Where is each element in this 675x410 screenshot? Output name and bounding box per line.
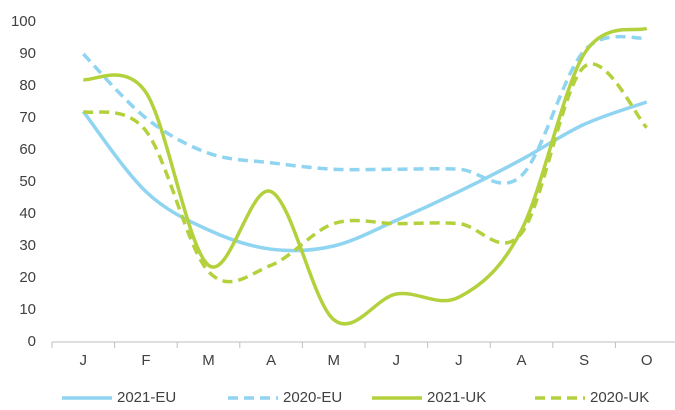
y-tick-label: 70 — [19, 109, 36, 126]
y-tick-label: 0 — [28, 333, 36, 350]
series-line — [82, 34, 648, 185]
y-tick-label: 100 — [11, 13, 36, 30]
x-tick-label: M — [327, 352, 340, 369]
x-tick-label: J — [80, 352, 88, 369]
series-line — [82, 26, 648, 326]
x-tick-label: A — [266, 352, 276, 369]
x-tick-label: O — [641, 352, 653, 369]
x-tick-label: S — [579, 352, 589, 369]
legend-label: 2021-UK — [427, 389, 486, 405]
y-tick-label: 20 — [19, 269, 36, 286]
y-tick-label: 90 — [19, 45, 36, 62]
y-tick-label: 60 — [19, 141, 36, 158]
x-tick-label: J — [393, 352, 401, 369]
y-tick-label: 10 — [19, 301, 36, 318]
series-line — [82, 62, 649, 284]
legend-label: 2020-UK — [590, 389, 649, 405]
y-tick-label: 80 — [19, 77, 36, 94]
legend-label: 2020-EU — [283, 389, 342, 405]
y-tick-label: 40 — [19, 205, 36, 222]
legend-label: 2021-EU — [117, 389, 176, 405]
x-tick-label: J — [455, 352, 463, 369]
x-tick-label: F — [141, 352, 150, 369]
y-tick-label: 50 — [19, 173, 36, 190]
x-tick-label: A — [516, 352, 526, 369]
x-tick-label: M — [202, 352, 215, 369]
y-tick-label: 30 — [19, 237, 36, 254]
